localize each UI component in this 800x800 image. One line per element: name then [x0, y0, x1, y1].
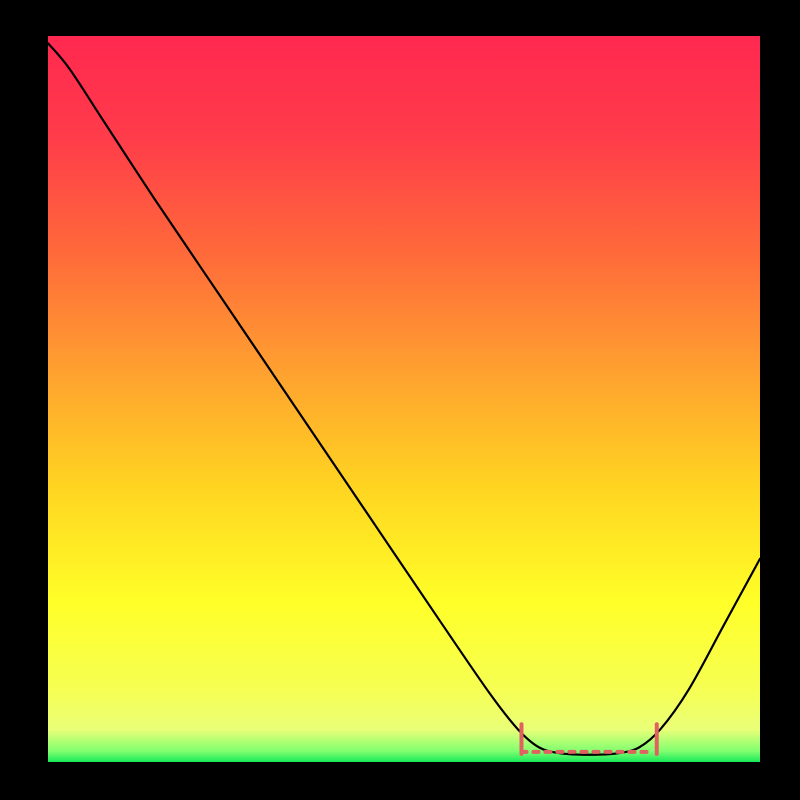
plot-area — [48, 36, 760, 762]
bottleneck-chart — [0, 0, 800, 800]
